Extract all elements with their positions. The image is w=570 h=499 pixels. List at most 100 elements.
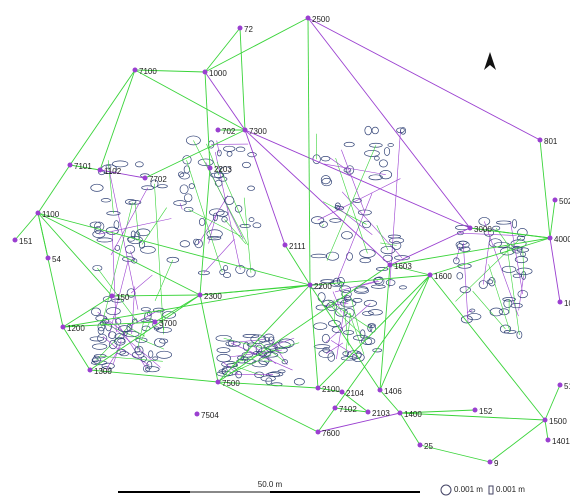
error-ellipse xyxy=(108,331,117,339)
observation xyxy=(328,156,348,171)
observation xyxy=(518,275,524,311)
error-ellipse xyxy=(105,307,121,316)
legend-label: 0.001 m xyxy=(496,485,525,494)
error-ellipse xyxy=(369,142,383,148)
error-ellipse xyxy=(145,366,160,373)
observation xyxy=(203,238,235,274)
error-ellipse xyxy=(353,287,369,295)
observation xyxy=(111,230,117,333)
error-ellipse xyxy=(343,141,355,148)
error-ellipse xyxy=(126,288,136,298)
station-label: 72 xyxy=(244,25,253,34)
station-label: 1000 xyxy=(209,69,227,78)
error-ellipse xyxy=(510,303,523,309)
error-ellipse xyxy=(362,311,374,316)
error-ellipse xyxy=(341,290,352,299)
north-arrow xyxy=(484,52,496,70)
error-ellipse xyxy=(352,297,363,303)
edge xyxy=(389,237,551,266)
station-label: 702 xyxy=(222,127,236,136)
error-ellipse xyxy=(362,220,371,229)
error-ellipse xyxy=(391,240,402,250)
edge xyxy=(399,412,546,421)
error-ellipse xyxy=(379,170,393,180)
error-ellipse xyxy=(489,307,503,317)
edge xyxy=(284,244,311,286)
error-ellipse xyxy=(148,350,154,358)
error-ellipse xyxy=(503,329,517,334)
error-ellipse xyxy=(503,299,513,309)
edge xyxy=(62,295,113,328)
edge xyxy=(199,294,219,383)
edge xyxy=(549,237,561,303)
observation xyxy=(376,225,389,251)
station xyxy=(547,235,553,241)
edge xyxy=(379,274,431,391)
edge xyxy=(69,69,136,166)
station-label: 7600 xyxy=(322,429,340,438)
error-ellipse xyxy=(455,240,470,249)
station-label: 150 xyxy=(116,293,130,302)
observation xyxy=(229,342,300,365)
error-ellipse xyxy=(113,220,120,230)
error-ellipse xyxy=(105,322,112,332)
station-label: 2300 xyxy=(204,292,222,301)
observation xyxy=(325,342,344,354)
error-ellipse xyxy=(194,239,203,249)
edge xyxy=(317,274,431,389)
observation xyxy=(495,228,515,254)
error-ellipse xyxy=(92,355,101,365)
edge xyxy=(89,294,201,371)
observation xyxy=(100,355,163,362)
error-ellipse xyxy=(114,337,126,346)
observation xyxy=(110,187,148,256)
station-label: 7504 xyxy=(201,411,219,420)
edge xyxy=(379,389,401,414)
error-ellipse xyxy=(241,356,249,361)
error-ellipse xyxy=(311,216,325,225)
error-ellipse xyxy=(335,307,348,317)
station xyxy=(339,389,345,395)
station xyxy=(109,293,115,299)
observation xyxy=(141,207,167,245)
error-ellipse xyxy=(251,360,268,368)
error-ellipse xyxy=(112,160,129,168)
station-label: 25 xyxy=(424,442,433,451)
station-label: 7500 xyxy=(222,379,240,388)
error-ellipse xyxy=(374,155,380,161)
error-ellipse xyxy=(235,264,246,274)
error-ellipse xyxy=(93,353,107,359)
error-ellipse xyxy=(364,125,372,136)
observation xyxy=(208,212,218,244)
station xyxy=(35,210,41,216)
error-ellipse xyxy=(226,151,233,157)
observation xyxy=(336,294,347,360)
edge xyxy=(69,164,101,171)
station xyxy=(315,429,321,435)
observation xyxy=(229,349,282,358)
observation xyxy=(215,152,241,270)
station-label: 2500 xyxy=(312,15,330,24)
error-ellipse xyxy=(453,257,460,265)
error-ellipse xyxy=(263,343,278,350)
edge xyxy=(111,294,201,297)
station-label: 152 xyxy=(479,407,493,416)
error-ellipse xyxy=(206,229,223,239)
error-ellipse xyxy=(212,212,218,222)
error-ellipse xyxy=(371,126,379,135)
error-ellipse xyxy=(90,183,104,192)
error-ellipse xyxy=(140,356,147,362)
error-ellipse xyxy=(277,369,286,374)
error-ellipse xyxy=(492,225,501,231)
edge xyxy=(89,369,219,383)
edge xyxy=(217,381,319,389)
edges xyxy=(14,17,561,463)
station xyxy=(60,324,66,330)
error-ellipse xyxy=(364,149,380,157)
error-ellipse xyxy=(517,290,528,299)
edge xyxy=(379,264,391,391)
error-ellipse xyxy=(319,220,328,228)
observation xyxy=(359,280,380,287)
edge xyxy=(309,284,319,389)
error-ellipse xyxy=(131,351,145,359)
